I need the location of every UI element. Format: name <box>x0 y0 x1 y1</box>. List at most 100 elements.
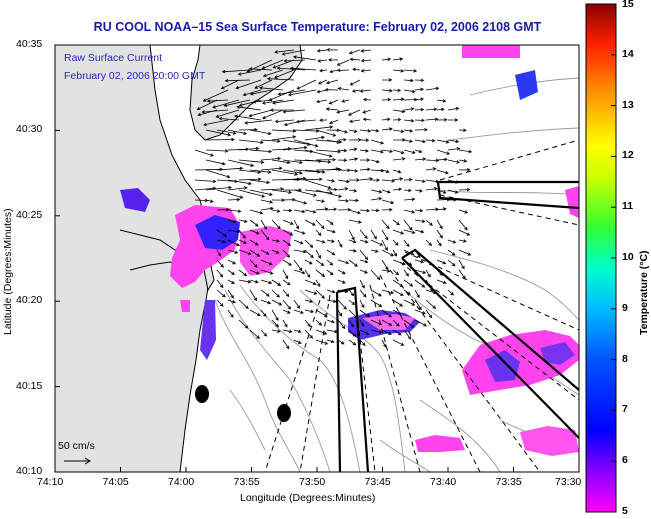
current-vector <box>337 179 351 184</box>
current-vector <box>282 197 296 202</box>
current-vector <box>282 109 306 114</box>
current-vector <box>392 69 405 73</box>
current-vector <box>403 329 412 340</box>
current-vector <box>216 299 224 307</box>
current-vector <box>436 259 447 265</box>
current-vector <box>436 107 445 112</box>
legend-line-1: Raw Surface Current <box>64 52 163 64</box>
current-vector <box>403 197 416 202</box>
current-vector <box>381 329 392 335</box>
current-vector <box>348 198 360 203</box>
current-vector <box>196 99 218 111</box>
current-vector <box>329 69 339 74</box>
colorbar-tick-label: 5 <box>622 505 628 517</box>
current-vector <box>304 159 332 164</box>
current-vector <box>414 219 426 223</box>
current-vector <box>315 229 322 237</box>
current-vector <box>447 147 461 151</box>
colorbar-label: Temperature (°C) <box>638 250 650 335</box>
current-vector <box>205 185 233 191</box>
current-vector <box>304 279 317 286</box>
current-vector <box>249 249 261 257</box>
current-vector <box>447 159 461 164</box>
current-vector <box>326 219 334 225</box>
current-vector <box>359 89 372 93</box>
current-vector <box>392 109 406 114</box>
current-vector <box>304 269 311 278</box>
current-vector <box>337 299 347 310</box>
current-vector <box>271 329 281 333</box>
current-vector <box>271 219 281 230</box>
current-vector <box>205 159 226 166</box>
current-vector <box>296 79 317 90</box>
current-vector <box>304 249 314 259</box>
current-vector <box>271 309 279 321</box>
current-vector <box>272 59 295 69</box>
current-vector <box>447 239 457 244</box>
colorbar-tick-marks <box>611 3 616 513</box>
current-vector <box>403 289 411 295</box>
current-vector <box>351 89 361 93</box>
current-vector <box>447 198 458 202</box>
current-vector <box>359 177 374 181</box>
current-vector <box>392 249 398 257</box>
current-vector <box>360 49 372 53</box>
current-vector <box>315 249 321 259</box>
current-vector <box>403 118 415 123</box>
current-vector <box>381 339 387 348</box>
current-vector <box>244 119 273 125</box>
current-vector <box>349 79 361 86</box>
current-vector <box>381 189 391 194</box>
current-vector <box>425 187 438 191</box>
current-vector <box>348 147 358 152</box>
current-vector <box>319 118 328 122</box>
current-vector <box>274 119 295 124</box>
current-vector <box>337 198 350 203</box>
current-vector <box>458 249 472 256</box>
current-vector <box>238 299 249 309</box>
current-vector <box>370 319 383 326</box>
current-vector <box>425 259 433 266</box>
current-vector <box>414 188 423 193</box>
current-vector <box>238 319 249 329</box>
current-vector <box>337 269 346 275</box>
current-vector <box>348 157 359 161</box>
current-vector <box>227 309 234 318</box>
current-vector <box>315 219 325 229</box>
current-vector <box>337 279 346 284</box>
current-vector <box>425 239 432 246</box>
current-vector <box>348 188 358 193</box>
colorbar-tick-label: 6 <box>622 454 628 467</box>
current-vector <box>403 249 415 256</box>
current-vector <box>359 239 369 244</box>
current-vector <box>337 239 343 248</box>
current-vector <box>238 239 247 244</box>
current-vector <box>216 249 222 257</box>
current-vector <box>221 69 251 74</box>
current-vector <box>238 177 262 182</box>
current-vector <box>414 118 425 123</box>
current-vector <box>337 339 345 345</box>
current-vector <box>236 105 262 111</box>
x-tick-label: 73:30 <box>555 476 582 488</box>
current-vector <box>392 259 406 266</box>
current-vector <box>425 179 440 184</box>
current-vector <box>403 178 413 182</box>
current-vector <box>227 186 248 191</box>
current-vector <box>370 149 384 154</box>
current-vector <box>458 269 466 280</box>
current-vector <box>392 299 403 307</box>
current-vector <box>282 289 290 298</box>
current-vector <box>337 319 346 330</box>
current-vector <box>304 219 316 226</box>
current-vector <box>414 87 425 92</box>
current-vector <box>282 229 294 236</box>
current-vector <box>238 279 252 284</box>
current-vector <box>249 239 259 246</box>
current-vector <box>271 209 281 213</box>
current-vector <box>304 239 314 248</box>
current-vector <box>381 199 395 205</box>
current-vector <box>414 97 425 102</box>
current-vector <box>315 309 328 317</box>
current-vector <box>352 67 361 72</box>
